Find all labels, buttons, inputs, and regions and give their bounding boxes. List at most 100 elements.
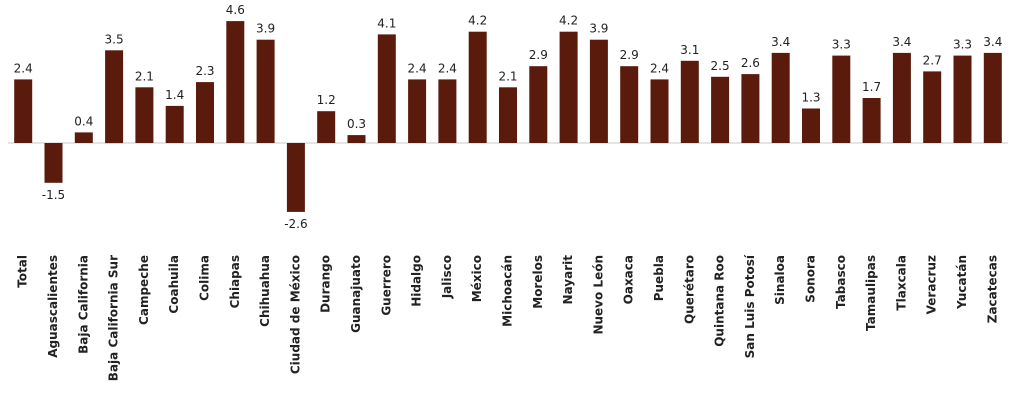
bar [771,52,790,143]
value-label: 2.1 [135,69,154,83]
bar [468,31,487,144]
bar [680,60,699,143]
category-label: Zacatecas [985,255,999,323]
bar [105,50,124,144]
value-label: 2.6 [741,56,760,70]
category-label: Tamaulipas [864,255,878,331]
bar [286,143,305,212]
bar [377,34,396,143]
value-label: 3.5 [105,32,124,46]
bar [347,135,366,143]
bar [741,74,760,143]
bar [589,39,608,144]
category-label: Quintana Roo [713,255,727,347]
category-label: San Luis Potosí [743,254,757,358]
bar [438,79,457,143]
category-label: Nuevo León [591,255,605,335]
category-label: Total [16,255,30,288]
bar [529,66,548,143]
category-label: Baja California Sur [107,255,121,381]
value-label: 2.4 [650,61,669,75]
bar [802,108,820,143]
value-label: 0.3 [347,117,366,131]
value-label: 1.3 [801,91,820,105]
value-label: 3.9 [256,22,275,36]
value-label: 2.9 [620,48,639,62]
value-label: 1.4 [165,88,184,102]
category-label: Nayarit [561,255,575,305]
value-label: 4.2 [559,14,578,28]
value-label: 3.4 [771,35,790,49]
value-label: 2.4 [438,61,457,75]
category-label: Morelos [531,255,545,309]
category-label: Tabasco [834,255,848,309]
bar [74,132,93,143]
category-label: Oaxaca [622,255,636,304]
value-label: 2.7 [923,53,942,67]
value-label: 4.2 [468,14,487,28]
category-label: Durango [319,255,333,313]
bar [196,82,214,143]
value-label: 2.4 [14,61,33,75]
value-label: 0.4 [74,114,93,128]
category-label: Baja California [76,255,90,354]
category-label: Sonora [804,255,818,303]
value-label: 1.2 [317,93,336,107]
category-label: Colima [198,255,212,301]
value-label: -1.5 [42,188,65,202]
bar [892,52,911,143]
value-label: 4.6 [226,3,245,17]
bar [953,55,972,143]
category-label: Querétaro [682,255,696,324]
value-label: -2.6 [284,217,307,231]
bar [317,111,336,143]
bar [226,21,245,144]
value-label-group: 2.4 -1.5 0.4 3.5 2.1 1.4 2.3 4.6 3.9 -2.6 1.2 0.3 4.… [14,3,1003,231]
bar-group [14,21,1002,212]
value-label: 2.3 [195,64,214,78]
bar [923,71,942,143]
category-label: Tlaxcala [894,255,908,311]
bar [559,31,578,144]
bar [256,39,275,144]
category-label: Coahuila [167,255,181,314]
category-label: Michoacán [501,255,515,327]
bar [620,66,639,143]
bar [650,79,669,143]
value-label: 3.3 [832,38,851,52]
bar [44,143,63,183]
category-label: Ciudad de México [288,255,302,374]
value-label: 2.9 [529,48,548,62]
value-label: 3.4 [983,35,1002,49]
bar [135,87,154,143]
value-label: 3.1 [680,43,699,57]
value-label: 3.3 [953,38,972,52]
bar [862,98,881,143]
category-label: Hidalgo [410,255,424,307]
bar [711,76,730,144]
category-label: Chiapas [228,255,242,308]
bar [408,79,427,143]
category-label: Guanajuato [349,255,363,333]
bar [983,52,1002,143]
bar [499,87,517,143]
category-label: Jalisco [440,255,454,299]
bar [14,79,33,143]
bar [165,105,184,143]
value-label: 3.4 [892,35,911,49]
category-label: Veracruz [925,255,939,314]
category-label: Aguascalientes [46,255,60,358]
category-label: México [470,255,484,302]
value-label: 1.7 [862,80,881,94]
value-label: 2.4 [408,61,427,75]
category-label: Chihuahua [258,255,272,327]
value-label: 3.9 [589,22,608,36]
bar [832,55,851,143]
value-label: 4.1 [377,16,396,30]
category-label: Campeche [137,255,151,325]
value-label: 2.5 [711,59,730,73]
value-label: 2.1 [498,69,517,83]
category-label-group: Total Aguascalientes Baja California Baja C… [16,254,1000,381]
category-label: Sinaloa [773,255,787,305]
